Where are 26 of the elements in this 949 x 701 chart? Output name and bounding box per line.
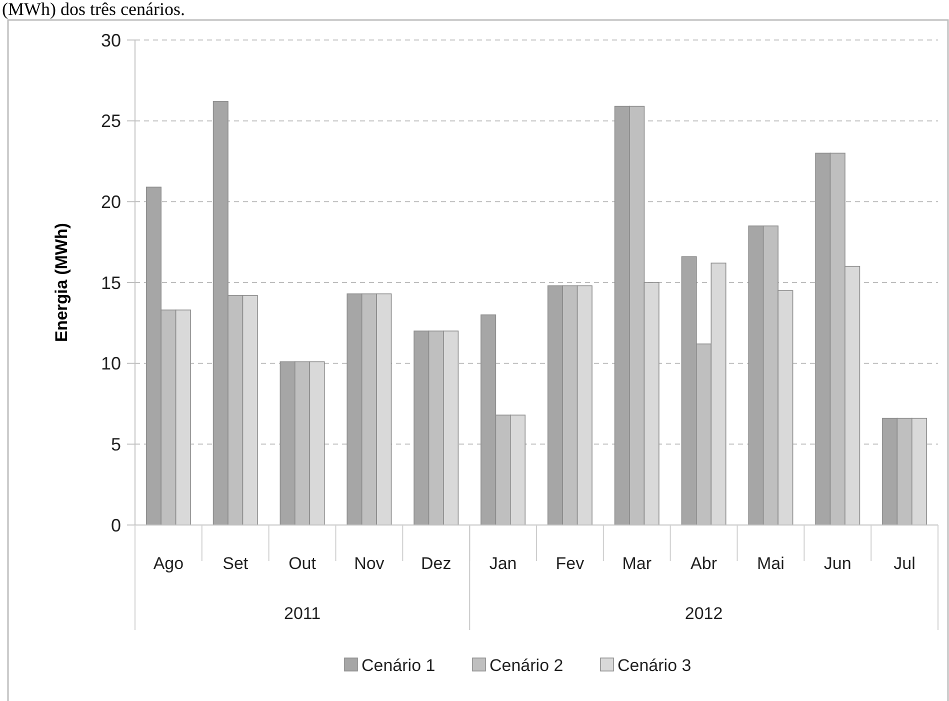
y-tick-label: 30: [100, 30, 121, 50]
x-tick-label: Set: [222, 554, 248, 573]
x-tick-label: Jan: [489, 554, 517, 573]
y-axis-title: Energia (MWh): [52, 223, 71, 342]
y-tick-label: 10: [100, 354, 121, 374]
x-tick-label: Ago: [153, 554, 184, 573]
y-tick-label: 20: [100, 192, 121, 212]
x-tick-label: Nov: [354, 554, 385, 573]
text: (MWh) dos três cenários.: [2, 0, 185, 19]
y-tick-label: 25: [100, 111, 121, 132]
x-tick-label: Fev: [556, 554, 585, 573]
legend-label: Cenário 3: [618, 656, 692, 675]
y-tick-label: 0: [110, 515, 121, 536]
x-tick-label: Mai: [757, 554, 784, 573]
x-tick-label: Mar: [622, 554, 652, 573]
x-tick-label: Dez: [421, 554, 452, 573]
legend-label: Cenário 2: [490, 656, 564, 675]
legend-label: Cenário 1: [362, 656, 436, 675]
x-tick-label: Jul: [894, 554, 916, 573]
y-tick-label: 5: [110, 434, 121, 454]
x-tick-label: Abr: [690, 554, 718, 573]
text: 2012: [684, 604, 723, 623]
text: 2011: [284, 604, 321, 623]
x-tick-label: Out: [288, 554, 316, 573]
x-tick-label: Jun: [824, 554, 852, 573]
y-tick-label: 15: [100, 272, 121, 293]
